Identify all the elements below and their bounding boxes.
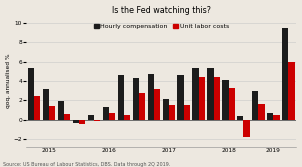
Bar (109, 113, 115, 120)
Bar (184, 105, 190, 120)
Bar (199, 77, 205, 120)
Text: Source: US Bureau of Labour Statistics, DBS. Data through 2Q 2019.: Source: US Bureau of Labour Statistics, … (3, 162, 170, 167)
Title: Is the Fed watching this?: Is the Fed watching this? (112, 6, 211, 15)
Bar (273, 115, 280, 120)
Bar (282, 28, 288, 120)
Bar (237, 116, 243, 120)
Bar (139, 93, 145, 120)
Bar (288, 62, 294, 120)
Bar (214, 77, 220, 120)
Bar (133, 78, 139, 120)
Bar (154, 89, 160, 120)
Bar (94, 120, 100, 121)
Bar (88, 115, 94, 120)
Bar (252, 91, 259, 120)
Bar (73, 120, 79, 123)
Bar (229, 88, 235, 120)
Legend: Hourly compensation, Unit labor costs: Hourly compensation, Unit labor costs (91, 21, 231, 31)
Bar (243, 120, 250, 137)
Bar (222, 80, 229, 120)
Bar (34, 97, 40, 120)
Bar (103, 107, 109, 120)
Bar (43, 89, 49, 120)
Bar (58, 101, 64, 120)
Bar (192, 68, 199, 120)
Bar (162, 99, 169, 120)
Bar (64, 114, 70, 120)
Bar (259, 104, 265, 120)
Bar (28, 68, 34, 120)
Bar (79, 120, 85, 124)
Bar (169, 105, 175, 120)
Bar (148, 74, 154, 120)
Y-axis label: qoq, annualised %: qoq, annualised % (5, 54, 11, 108)
Bar (124, 115, 130, 120)
Bar (207, 68, 214, 120)
Bar (267, 113, 273, 120)
Bar (178, 75, 184, 120)
Bar (49, 106, 56, 120)
Bar (118, 75, 124, 120)
